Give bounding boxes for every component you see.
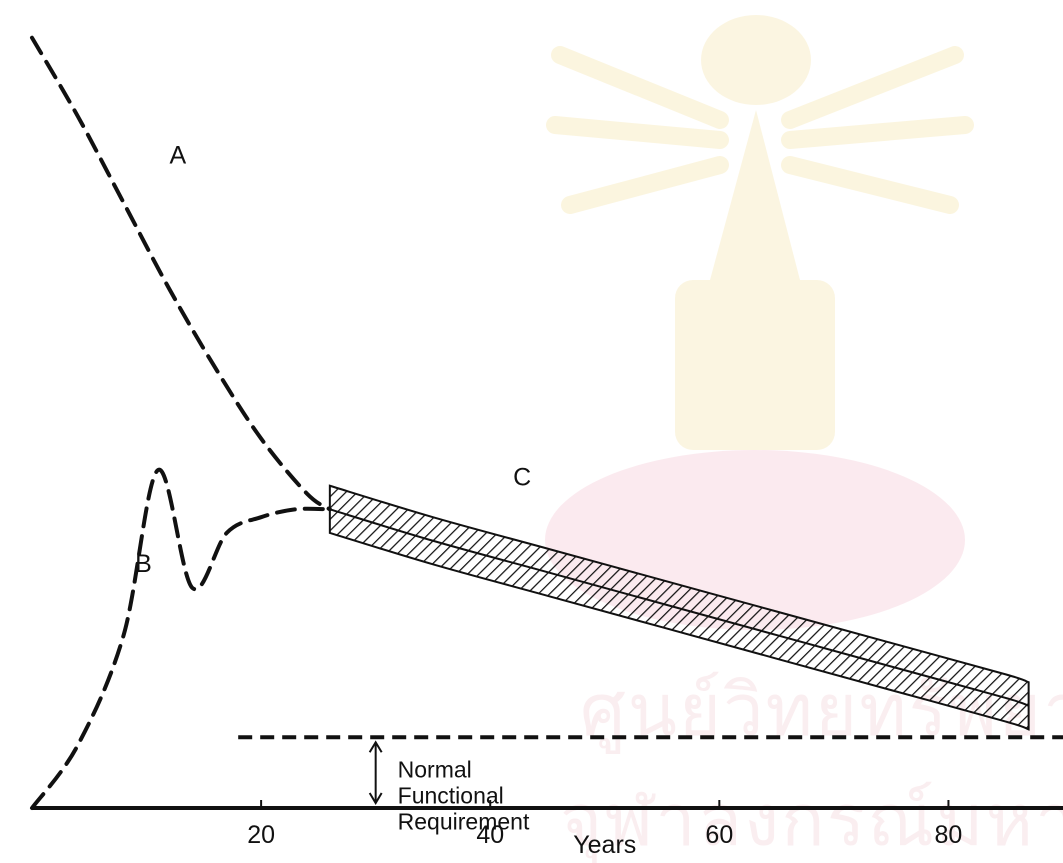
series-b-label: B xyxy=(135,550,152,578)
x-tick-label: 80 xyxy=(935,821,963,849)
series-a-line xyxy=(30,35,332,512)
x-tick-label: 40 xyxy=(476,821,504,849)
x-axis-label: Years xyxy=(573,831,636,859)
svg-text:จุฬาลงกรณ์มหาวิทยาลัย: จุฬาลงกรณ์มหาวิทยาลัย xyxy=(560,778,1063,863)
annotation-text-line: Functional xyxy=(398,782,504,808)
series-c-label: C xyxy=(513,464,531,492)
series-a-label: A xyxy=(169,141,186,169)
series-c-center-line xyxy=(329,508,1029,707)
watermark-emblem: ศูนย์วิทยทรัพยากร จุฬาลงกรณ์มหาวิทยาลัย xyxy=(545,15,1063,863)
x-tick-label: 60 xyxy=(705,821,733,849)
annotation-text-line: Normal xyxy=(398,756,472,782)
annotation-arrow-head-bottom xyxy=(368,792,383,805)
annotation-arrow-head-top xyxy=(368,740,383,753)
annotation-text-line: Requirement xyxy=(398,808,530,834)
series-b-line xyxy=(30,467,332,810)
x-tick-label: 20 xyxy=(247,821,275,849)
